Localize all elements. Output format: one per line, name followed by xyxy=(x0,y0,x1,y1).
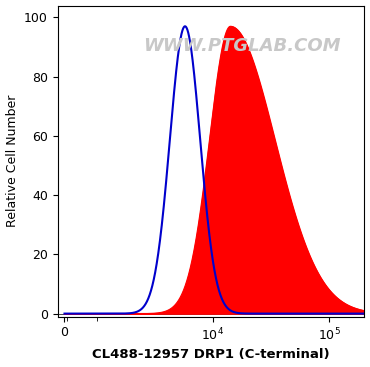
X-axis label: CL488-12957 DRP1 (C-terminal): CL488-12957 DRP1 (C-terminal) xyxy=(92,348,330,361)
Text: WWW.PTGLAB.COM: WWW.PTGLAB.COM xyxy=(143,37,340,55)
Y-axis label: Relative Cell Number: Relative Cell Number xyxy=(6,95,18,227)
